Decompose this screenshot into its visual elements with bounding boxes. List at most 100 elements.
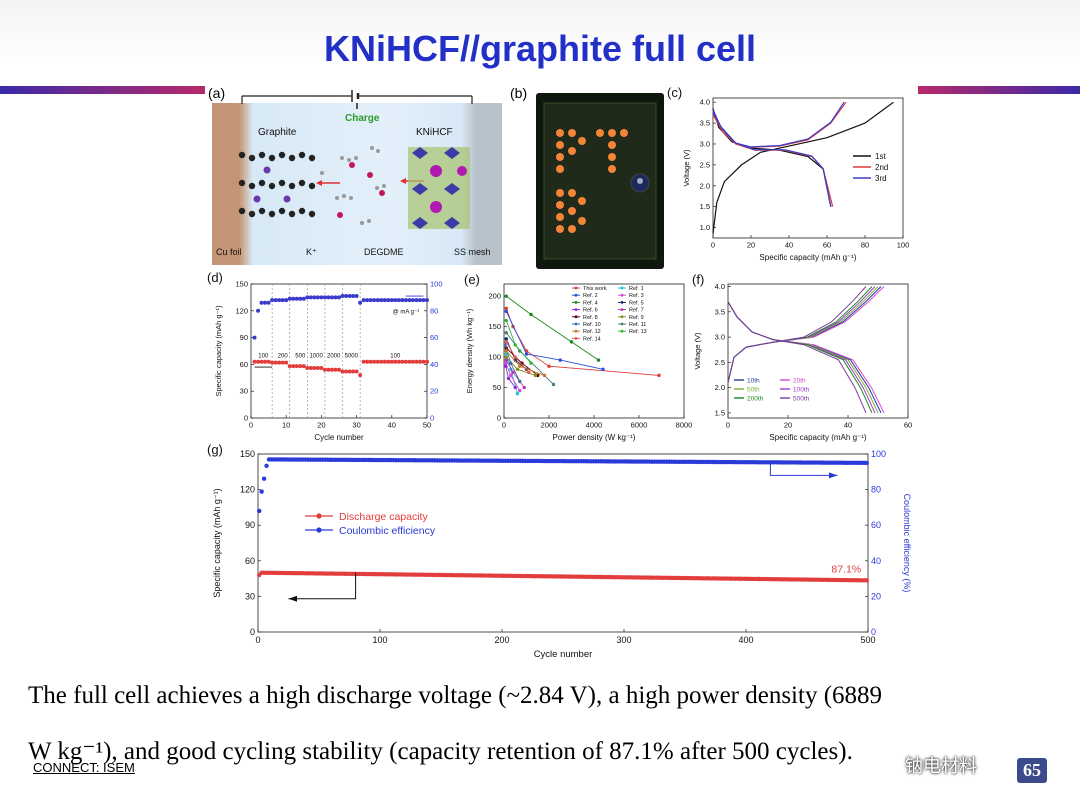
- y-tick-label: 150: [240, 449, 255, 459]
- footer-link[interactable]: CONNECT: ISEM: [33, 760, 135, 775]
- retention-annotation: 87.1%: [831, 564, 861, 576]
- legend-marker: [574, 301, 578, 304]
- degdme-label: DEGDME: [364, 247, 404, 257]
- capacity-point: [263, 359, 268, 364]
- y2-tick-label: 60: [430, 333, 438, 342]
- y-tick-label: 50: [493, 383, 501, 392]
- y-axis-label: Energy density (Wh kg⁻¹): [465, 308, 474, 393]
- y-axis-label: Specific capacity (mAh g⁻¹): [214, 305, 223, 397]
- y-tick-label: 60: [245, 556, 255, 566]
- x-tick-label: 0: [502, 421, 506, 430]
- legend-label: 2nd: [875, 163, 888, 172]
- panel-a-label: (a): [208, 85, 226, 101]
- legend-label: Ref. 4: [583, 300, 598, 306]
- chart-c: 0 20 40 60 80 100 1.0 1.5 2.0 2.5 3.0 3.5 4.0 Specifi…: [667, 85, 909, 262]
- rate-label: 5000: [345, 353, 359, 359]
- legend-label: Coulombic efficiency: [339, 525, 436, 537]
- ce-point: [252, 335, 257, 340]
- ce-point: [298, 296, 303, 301]
- y-tick-label: 90: [240, 333, 248, 342]
- capacity-point: [347, 369, 352, 374]
- led-board-photo: [536, 93, 664, 269]
- series-point: [513, 343, 517, 347]
- capacity-point: [322, 367, 327, 372]
- charge-label: Charge: [345, 113, 380, 124]
- ce-point: [340, 294, 345, 299]
- x-tick-label: 10: [282, 421, 290, 430]
- ce-point: [421, 298, 426, 303]
- capacity-point: [351, 369, 356, 374]
- ce-point: [382, 298, 387, 303]
- series-point: [569, 340, 574, 344]
- cell-schematic: Charge Graphite KNiHCF: [212, 103, 502, 265]
- capacity-point: [393, 359, 398, 364]
- ce-point: [365, 298, 370, 303]
- legend-marker: [620, 308, 624, 311]
- y-tick-label: 2.5: [700, 160, 710, 169]
- ce-point: [337, 295, 341, 300]
- ce-point: [259, 300, 264, 305]
- led-board-drawing: [543, 102, 657, 260]
- plot-frame: [712, 97, 904, 239]
- capacity-point: [375, 359, 380, 364]
- knihcf-label: KNiHCF: [416, 127, 453, 138]
- legend-marker: [574, 315, 578, 319]
- capacity-point: [417, 359, 422, 364]
- x-axis-label: Power density (W kg⁻¹): [553, 433, 636, 442]
- series-point: [504, 331, 508, 335]
- ce-point: [277, 298, 282, 303]
- legend-label: Ref. 5: [629, 300, 644, 306]
- panel-label: (c): [667, 85, 682, 100]
- y2-tick-label: 0: [430, 414, 434, 423]
- ce-point: [294, 296, 299, 301]
- ss-mesh-label: SS mesh: [454, 247, 491, 257]
- charge-circuit: [241, 90, 473, 104]
- plot-frame: [727, 283, 909, 419]
- y-tick-label: 150: [488, 322, 501, 331]
- ce-point: [256, 308, 261, 313]
- ce-axis-arrow: [769, 462, 838, 476]
- series-point: [518, 364, 522, 368]
- ce-point: [329, 295, 334, 300]
- panel-label: (e): [464, 272, 480, 287]
- series-point: [504, 352, 508, 356]
- discharge-curve-500th: [727, 301, 867, 414]
- legend-label: Ref. 10: [583, 322, 601, 328]
- y-tick-label: 60: [240, 360, 248, 369]
- legend-label: 20th: [793, 378, 806, 385]
- y2-tick-label: 100: [430, 280, 443, 289]
- x-tick-label: 0: [249, 421, 253, 430]
- capacity-point: [308, 365, 313, 370]
- ce-point: [259, 489, 264, 494]
- series-point: [657, 373, 661, 378]
- capacity-point: [256, 359, 261, 364]
- y2-tick-label: 80: [430, 306, 438, 315]
- series-point: [511, 370, 515, 375]
- chart-f: 0 20 40 60 1.5 2.0 2.5 3.0 3.5 4.0 Specific capaci…: [692, 272, 912, 442]
- capacity-point: [425, 359, 429, 364]
- rate-label: 500: [295, 353, 306, 359]
- y-tick-label: 2.0: [715, 383, 725, 392]
- discharge-curve-3rd: [712, 109, 832, 207]
- ce-point: [270, 298, 275, 303]
- capacity-point: [379, 359, 384, 364]
- ce-point: [396, 298, 401, 303]
- series-point: [504, 364, 508, 368]
- legend-label: Ref. 9: [629, 315, 644, 321]
- x-tick-label: 300: [616, 635, 631, 645]
- ss-mesh-plate: [474, 103, 502, 265]
- ce-point: [257, 508, 262, 514]
- y-tick-label: 200: [488, 292, 501, 301]
- series-point: [522, 385, 526, 390]
- x-tick-label: 8000: [676, 421, 693, 430]
- ce-point: [312, 295, 317, 300]
- knihcf-lattice: [408, 147, 470, 229]
- x-axis-label: Specific capacity (mAh g⁻¹): [759, 253, 856, 262]
- panel-label: (g): [207, 442, 223, 457]
- capacity-point: [396, 359, 401, 364]
- y-tick-label: 1.5: [700, 202, 710, 211]
- legend-marker: [620, 315, 624, 319]
- capacity-point: [294, 364, 299, 369]
- y-tick-label: 4.0: [700, 98, 710, 107]
